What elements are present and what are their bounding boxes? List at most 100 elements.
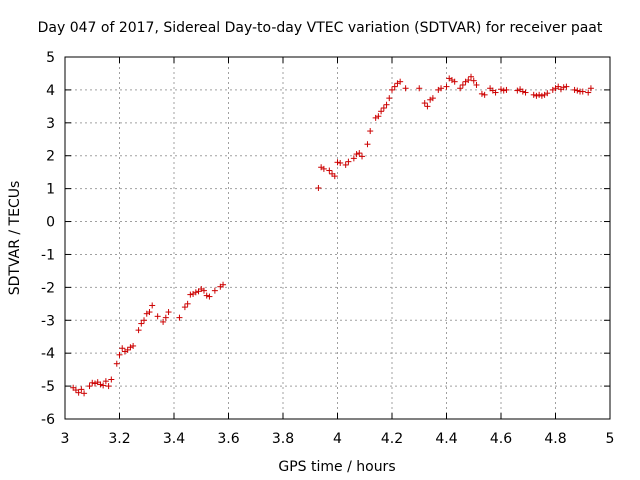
data-point (165, 309, 172, 316)
data-point (108, 376, 115, 383)
y-axis-label: SDTVAR / TECUs (7, 181, 23, 296)
x-tick-label: 4 (333, 431, 342, 447)
data-point (220, 281, 227, 288)
data-point (544, 90, 551, 97)
data-point (481, 91, 488, 98)
y-tick-label: -1 (41, 247, 55, 263)
data-point (206, 293, 213, 300)
data-point (331, 173, 338, 180)
data-point (135, 327, 142, 334)
data-point (397, 78, 404, 85)
data-point (429, 95, 436, 102)
data-point (459, 81, 466, 88)
data-point (75, 389, 82, 396)
data-point (500, 87, 507, 94)
data-point (203, 292, 210, 299)
x-tick-label: 4.2 (381, 431, 403, 447)
data-point (119, 345, 126, 352)
data-point (375, 113, 382, 120)
data-point (416, 85, 423, 92)
data-point (146, 309, 153, 316)
data-point (138, 320, 145, 327)
x-tick-label: 4.8 (544, 431, 566, 447)
data-point (176, 314, 183, 321)
data-point (334, 159, 341, 166)
y-tick-label: 0 (46, 215, 55, 231)
data-point (116, 351, 123, 358)
data-point (200, 287, 207, 294)
y-tick-label: 2 (46, 149, 55, 165)
x-tick-labels: 3 3.2 3.4 3.6 3.8 4 4.2 4.4 4.6 4.8 5 (61, 431, 615, 447)
data-point (514, 87, 521, 94)
data-point (124, 346, 131, 353)
data-point (424, 103, 431, 110)
data-point (498, 86, 504, 93)
y-tick-label: -4 (41, 346, 55, 362)
data-points (70, 73, 594, 397)
data-point (585, 89, 592, 96)
data-point (386, 95, 393, 102)
data-point (380, 105, 387, 112)
data-point (503, 86, 510, 93)
data-point (81, 390, 88, 397)
data-point (162, 314, 169, 321)
data-point (184, 300, 191, 307)
data-point (345, 158, 352, 165)
data-point (468, 73, 475, 80)
data-point (383, 101, 390, 108)
data-point (555, 83, 562, 90)
data-point (492, 89, 499, 96)
data-point (326, 167, 333, 174)
data-point (97, 381, 104, 388)
data-point (113, 360, 120, 367)
y-tick-label: -5 (41, 379, 55, 395)
data-point (130, 342, 137, 349)
data-point (91, 380, 98, 387)
data-point (378, 108, 385, 115)
data-point (457, 85, 464, 92)
data-point (571, 86, 578, 93)
x-tick-label: 3.6 (217, 431, 239, 447)
data-point (353, 151, 360, 158)
x-tick-label: 3.4 (163, 431, 185, 447)
data-point (519, 88, 526, 95)
data-point (89, 379, 96, 386)
data-point (533, 92, 540, 99)
x-tick-label: 5 (606, 431, 615, 447)
x-tick-label: 3.8 (272, 431, 294, 447)
data-point (359, 153, 366, 160)
data-point (86, 383, 93, 390)
data-point (367, 128, 374, 135)
data-point (211, 287, 218, 294)
data-point (149, 302, 156, 309)
data-point (187, 291, 194, 298)
data-point (579, 88, 586, 95)
data-point (530, 91, 537, 98)
data-point (536, 91, 543, 98)
y-tick-label: 3 (46, 116, 55, 132)
data-point (473, 81, 480, 88)
y-tick-label: -3 (41, 313, 55, 329)
data-point (443, 83, 450, 90)
data-point (350, 155, 357, 162)
data-point (100, 382, 107, 389)
grid-lines (65, 57, 610, 419)
y-tick-labels: -6 -5 -4 -3 -2 -1 0 1 2 3 4 5 (41, 50, 55, 428)
x-tick-label: 3 (61, 431, 70, 447)
data-point (337, 159, 344, 166)
data-point (192, 289, 199, 296)
data-point (421, 100, 428, 107)
data-point (181, 304, 188, 311)
data-point (538, 92, 545, 99)
data-point (364, 141, 371, 148)
data-point (356, 150, 363, 157)
data-point (315, 184, 322, 191)
y-tick-label: -6 (41, 412, 55, 428)
data-point (160, 318, 167, 325)
data-point (105, 383, 112, 390)
data-point (587, 85, 594, 92)
y-tick-label: 1 (46, 182, 55, 198)
x-tick-label: 4.4 (435, 431, 457, 447)
y-tick-label: 4 (46, 83, 55, 99)
